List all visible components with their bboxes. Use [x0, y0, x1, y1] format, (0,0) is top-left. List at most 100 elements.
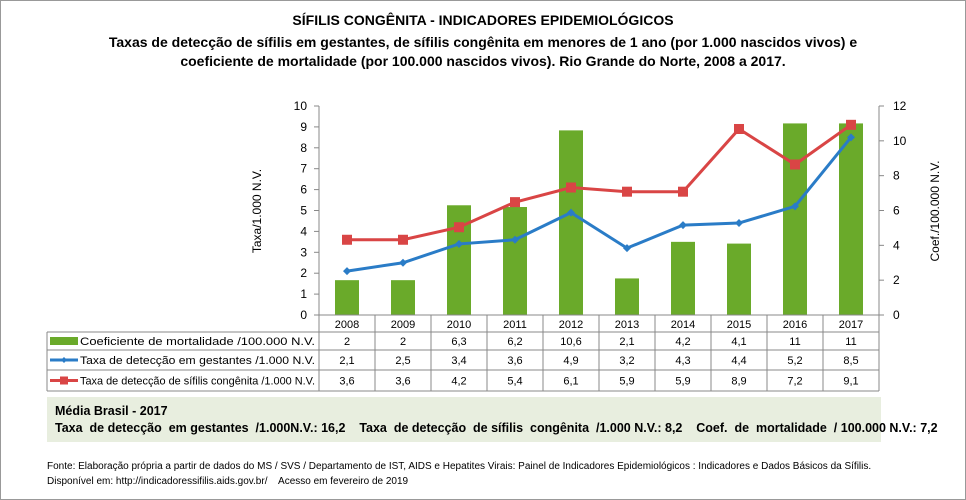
marker-congenita	[510, 197, 520, 208]
data-label: 10,6	[560, 336, 581, 348]
data-label: 6,3	[451, 336, 466, 348]
bar-mortalidade	[671, 241, 695, 315]
data-label: 3,4	[451, 355, 466, 367]
marker-gestantes	[847, 133, 855, 142]
marker-congenita	[622, 186, 632, 197]
bar-mortalidade	[839, 123, 863, 316]
brazil-heading: Média Brasil - 2017	[55, 404, 168, 418]
data-label: 5,9	[675, 376, 690, 388]
legend-label: Taxa de detecção de sífilis congênita /1…	[80, 376, 315, 388]
bar-mortalidade	[447, 205, 471, 315]
data-label: 7,2	[787, 376, 802, 388]
chart-subtitle-2: coeficiente de mortalidade (por 100.000 …	[180, 53, 786, 69]
year-label: 2015	[727, 319, 751, 331]
data-label: 3,6	[339, 376, 354, 388]
data-label: 2,1	[339, 355, 354, 367]
brazil-average-box: Média Brasil - 2017 Taxa de detecção em …	[47, 397, 938, 442]
left-tick-label: 5	[300, 204, 307, 218]
data-label: 6,2	[507, 336, 522, 348]
left-tick-label: 8	[300, 141, 307, 155]
data-label: 3,6	[507, 355, 522, 367]
marker-congenita	[566, 182, 576, 193]
data-label: 3,2	[619, 355, 634, 367]
marker-gestantes	[567, 208, 575, 217]
left-tick-label: 6	[300, 183, 307, 197]
left-tick-label: 0	[300, 308, 307, 322]
left-tick-label: 1	[300, 287, 307, 301]
marker-gestantes	[735, 219, 743, 228]
source-line-1: Fonte: Elaboração própria a partir de da…	[47, 461, 872, 472]
right-tick-label: 0	[893, 308, 900, 322]
bar-mortalidade	[727, 243, 751, 315]
data-label: 11	[845, 336, 856, 348]
marker-gestantes	[455, 239, 463, 248]
legend-label: Taxa de detecção em gestantes /1.000 N.V…	[80, 355, 315, 367]
marker-congenita	[678, 186, 688, 197]
left-tick-label: 9	[300, 120, 307, 134]
data-label: 3,6	[395, 376, 410, 388]
data-label: 8,5	[843, 355, 858, 367]
marker-gestantes	[343, 267, 351, 276]
marker-gestantes	[679, 221, 687, 230]
marker-congenita	[790, 159, 800, 170]
year-label: 2011	[503, 319, 527, 331]
legend-label: Coeficiente de mortalidade /100.000 N.V.	[80, 336, 315, 348]
chart-title: SÍFILIS CONGÊNITA - INDICADORES EPIDEMIO…	[292, 12, 674, 28]
chart-subtitle-1: Taxas de detecção de sífilis em gestante…	[108, 34, 858, 50]
marker-gestantes	[511, 235, 519, 244]
line-gestantes	[346, 136, 853, 273]
source-line-2: Disponível em: http://indicadoressifilis…	[47, 476, 409, 487]
data-label: 5,9	[619, 376, 634, 388]
year-label: 2012	[559, 319, 583, 331]
line-congenita	[347, 123, 852, 242]
left-tick-label: 4	[300, 224, 307, 238]
left-tick-label: 10	[294, 99, 308, 113]
data-label: 4,2	[451, 376, 466, 388]
bar-mortalidade	[783, 123, 807, 316]
right-tick-label: 12	[893, 99, 907, 113]
legend-key-marker	[60, 376, 68, 385]
right-tick-label: 10	[893, 134, 907, 148]
data-label: 5,4	[507, 376, 522, 388]
marker-gestantes	[399, 258, 407, 267]
data-label: 8,9	[731, 376, 746, 388]
marker-congenita	[454, 222, 464, 233]
data-label: 4,2	[675, 336, 690, 348]
data-label: 4,4	[731, 355, 746, 367]
brazil-values: Taxa de detecção em gestantes /1.000N.V.…	[55, 421, 938, 435]
right-axis-title: Coef./100.000 N.V.	[928, 161, 942, 262]
bar-mortalidade	[335, 280, 359, 315]
data-label: 2	[400, 336, 406, 348]
marker-congenita	[846, 119, 856, 130]
marker-congenita	[398, 234, 408, 245]
year-label: 2016	[783, 319, 807, 331]
legend-key-marker	[61, 357, 67, 363]
right-tick-label: 2	[893, 273, 900, 287]
marker-gestantes	[623, 244, 631, 253]
bar-mortalidade	[391, 280, 415, 315]
year-label: 2010	[447, 319, 471, 331]
left-tick-label: 7	[300, 162, 307, 176]
left-tick-label: 2	[300, 266, 307, 280]
year-label: 2017	[839, 319, 863, 331]
bar-mortalidade	[615, 278, 639, 315]
marker-congenita	[342, 234, 352, 245]
year-label: 2013	[615, 319, 639, 331]
source-note: Fonte: Elaboração própria a partir de da…	[47, 459, 871, 489]
data-label: 11	[789, 336, 800, 348]
marker-gestantes	[791, 202, 799, 211]
marker-congenita	[734, 123, 744, 134]
data-label: 2,1	[619, 336, 634, 348]
right-tick-label: 8	[893, 169, 900, 183]
data-label: 4,1	[731, 336, 746, 348]
data-label: 4,3	[675, 355, 690, 367]
bar-mortalidade	[559, 130, 583, 315]
left-tick-label: 3	[300, 245, 307, 259]
data-label: 6,1	[563, 376, 578, 388]
data-label: 9,1	[843, 376, 858, 388]
data-label: 4,9	[563, 355, 578, 367]
data-label: 2	[344, 336, 350, 348]
year-label: 2009	[391, 319, 415, 331]
